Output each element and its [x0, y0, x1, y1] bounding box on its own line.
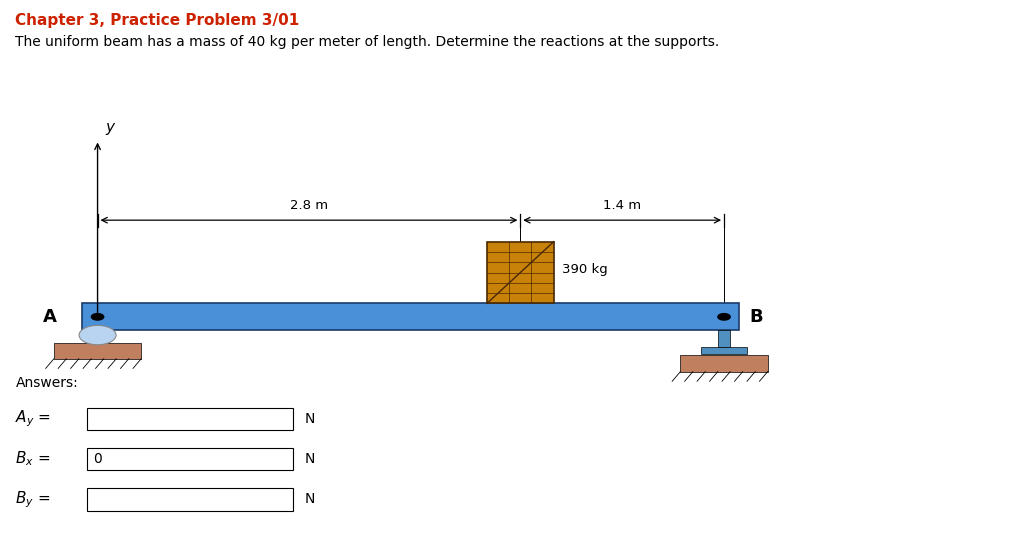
- Text: A: A: [42, 308, 56, 326]
- Circle shape: [79, 325, 116, 345]
- Text: Answers:: Answers:: [15, 376, 78, 390]
- Text: B: B: [750, 308, 763, 326]
- FancyBboxPatch shape: [87, 488, 293, 511]
- Bar: [487, 242, 554, 303]
- Text: $B_y$ =: $B_y$ =: [15, 489, 50, 510]
- Text: 390 kg: 390 kg: [562, 263, 608, 276]
- Bar: [53, 343, 142, 359]
- Text: $B_x$ =: $B_x$ =: [15, 450, 50, 468]
- Text: 1.4 m: 1.4 m: [603, 199, 641, 212]
- Text: y: y: [106, 120, 115, 135]
- Bar: [718, 330, 730, 347]
- FancyBboxPatch shape: [87, 448, 293, 470]
- Text: $A_y$ =: $A_y$ =: [15, 409, 51, 429]
- Text: The uniform beam has a mass of 40 kg per meter of length. Determine the reaction: The uniform beam has a mass of 40 kg per…: [15, 35, 720, 49]
- Bar: [700, 347, 748, 354]
- Text: N: N: [305, 492, 315, 506]
- Text: N: N: [305, 452, 315, 466]
- Bar: [82, 303, 739, 330]
- Text: 0: 0: [93, 452, 103, 466]
- Circle shape: [91, 314, 104, 320]
- Text: 2.8 m: 2.8 m: [290, 199, 328, 212]
- Circle shape: [718, 314, 730, 320]
- Text: N: N: [305, 412, 315, 426]
- Text: Chapter 3, Practice Problem 3/01: Chapter 3, Practice Problem 3/01: [15, 13, 300, 28]
- Bar: [680, 355, 767, 372]
- FancyBboxPatch shape: [87, 408, 293, 430]
